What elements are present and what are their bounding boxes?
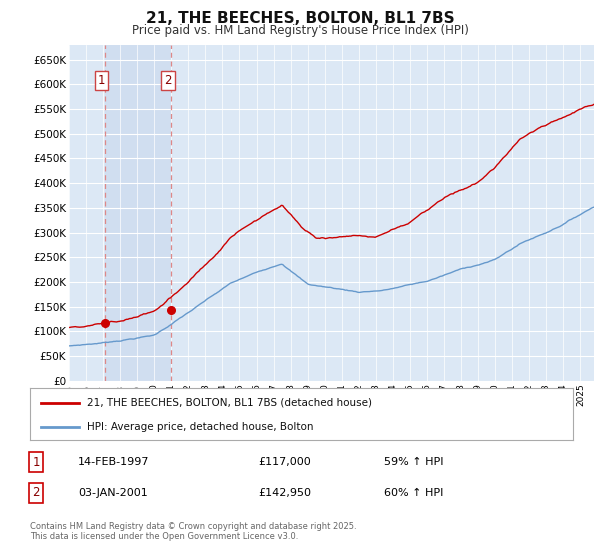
Text: 2: 2 xyxy=(164,73,172,87)
Text: Price paid vs. HM Land Registry's House Price Index (HPI): Price paid vs. HM Land Registry's House … xyxy=(131,24,469,37)
Text: 2: 2 xyxy=(32,486,40,500)
Text: 60% ↑ HPI: 60% ↑ HPI xyxy=(384,488,443,498)
Text: 14-FEB-1997: 14-FEB-1997 xyxy=(78,457,149,467)
Text: £142,950: £142,950 xyxy=(258,488,311,498)
Text: 59% ↑ HPI: 59% ↑ HPI xyxy=(384,457,443,467)
Text: Contains HM Land Registry data © Crown copyright and database right 2025.
This d: Contains HM Land Registry data © Crown c… xyxy=(30,522,356,542)
Text: 21, THE BEECHES, BOLTON, BL1 7BS: 21, THE BEECHES, BOLTON, BL1 7BS xyxy=(146,11,454,26)
Text: 1: 1 xyxy=(32,455,40,469)
Text: 21, THE BEECHES, BOLTON, BL1 7BS (detached house): 21, THE BEECHES, BOLTON, BL1 7BS (detach… xyxy=(87,398,372,408)
Text: 1: 1 xyxy=(98,73,106,87)
Bar xyxy=(105,45,172,381)
Text: HPI: Average price, detached house, Bolton: HPI: Average price, detached house, Bolt… xyxy=(87,422,314,432)
Text: 03-JAN-2001: 03-JAN-2001 xyxy=(78,488,148,498)
Text: £117,000: £117,000 xyxy=(258,457,311,467)
